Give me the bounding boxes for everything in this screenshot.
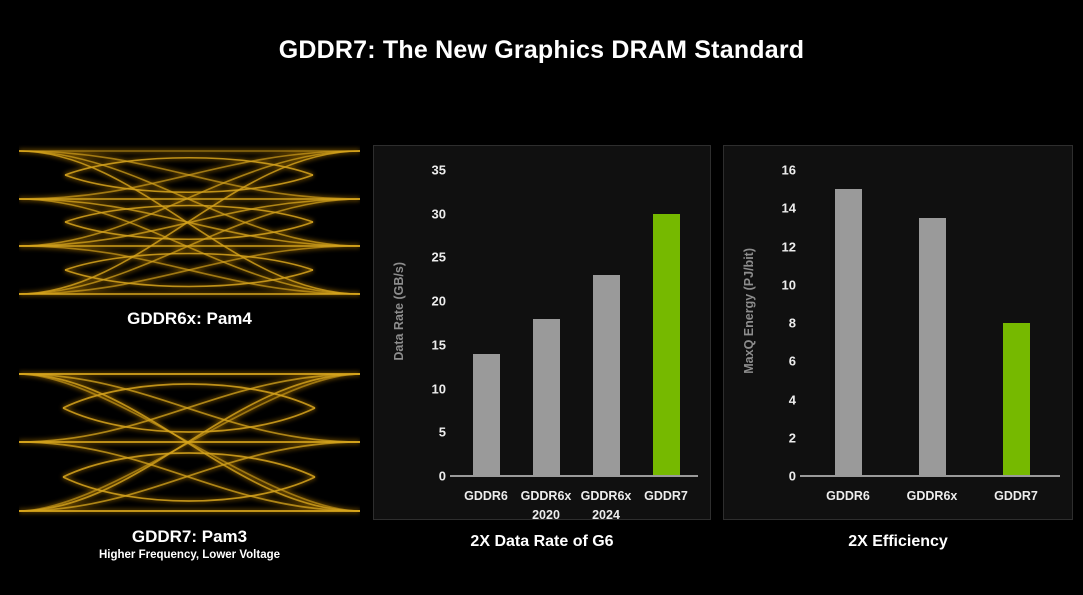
page-title: GDDR7: The New Graphics DRAM Standard [278, 36, 805, 64]
bar-slot [636, 170, 696, 476]
bar-slot [576, 170, 636, 476]
eye-caption-gddr7: GDDR7: Pam3 [131, 527, 248, 546]
eye-caption-gddr6x: GDDR6x: Pam4 [127, 309, 252, 328]
bar-slot [890, 170, 974, 476]
pam4-eye-diagram-image [19, 145, 360, 300]
x-category-label: GDDR6 [826, 489, 870, 503]
x-category-label: GDDR6x 2020 [520, 489, 572, 522]
eye-diagram-panel-gddr6x: GDDR6x: Pam4 [19, 145, 360, 329]
x-category-label: GDDR6 [464, 489, 508, 503]
x-axis-line [450, 475, 698, 477]
y-tick-label: 0 [788, 468, 796, 484]
x-axis-labels: GDDR6 GDDR6x GDDR7 [806, 479, 1058, 517]
data-rate-chart-caption: 2X Data Rate of G6 [470, 533, 614, 550]
y-axis-ticks: 0 2 4 6 8 10 12 14 16 [762, 163, 796, 484]
y-tick-label: 12 [781, 239, 796, 254]
x-category-label: GDDR7 [644, 489, 688, 503]
bar-group [456, 170, 696, 476]
y-tick-label: 0 [438, 468, 446, 484]
bar-gddr7 [652, 213, 680, 476]
bar-slot [456, 170, 516, 476]
y-tick-label: 8 [788, 315, 796, 331]
eye-subcaption-gddr7: Higher Frequency, Lower Voltage [98, 549, 281, 561]
y-tick-label: 10 [431, 381, 446, 397]
bar-group [806, 170, 1058, 476]
x-category-label: GDDR7 [994, 489, 1038, 503]
bar-gddr7 [1002, 323, 1030, 476]
efficiency-chart-caption: 2X Efficiency [848, 533, 948, 550]
efficiency-chart-panel: MaxQ Energy (PJ/bit) 0 2 4 6 8 10 12 14 16 GDDR6… [723, 145, 1073, 520]
plot-area [450, 170, 698, 477]
bar-slot [974, 170, 1058, 476]
efficiency-chart: MaxQ Energy (PJ/bit) 0 2 4 6 8 10 12 14 16 GDDR6… [723, 145, 1073, 551]
y-axis-ticks: 0 5 10 15 20 25 30 35 [412, 163, 446, 484]
eye-diagram-panel-gddr7: GDDR7: Pam3 Higher Frequency, Lower Volt… [19, 368, 360, 561]
y-tick-label: 20 [431, 293, 446, 309]
x-category-label: GDDR6x 2024 [580, 489, 632, 522]
x-category-label: GDDR6x [906, 489, 958, 503]
y-tick-label: 5 [438, 424, 446, 440]
y-tick-label: 16 [781, 162, 796, 178]
data-rate-chart: Data Rate (GB/s) 0 5 10 15 20 25 30 35 GDDR6 GDD… [373, 145, 711, 551]
y-tick-label: 25 [431, 249, 446, 265]
bar-gddr6 [834, 189, 862, 476]
plot-area [800, 170, 1060, 477]
y-axis-title: Data Rate (GB/s) [392, 261, 406, 361]
bar-gddr6x-2020 [532, 318, 560, 476]
bar-slot [806, 170, 890, 476]
pam3-eye-diagram-image [19, 368, 360, 518]
bar-slot [516, 170, 576, 476]
bar-gddr6x [918, 217, 946, 476]
y-tick-label: 4 [788, 392, 796, 407]
y-tick-label: 30 [431, 206, 446, 222]
x-axis-line [800, 475, 1060, 477]
data-rate-chart-panel: Data Rate (GB/s) 0 5 10 15 20 25 30 35 GDDR6 GDD… [373, 145, 711, 522]
y-tick-label: 14 [781, 200, 796, 216]
y-tick-label: 35 [431, 162, 446, 178]
y-tick-label: 15 [431, 337, 446, 353]
x-axis-labels: GDDR6 GDDR6x 2020 GDDR6x 2024 GDDR7 [456, 479, 696, 522]
y-axis-title: MaxQ Energy (PJ/bit) [742, 248, 756, 374]
bar-gddr6 [472, 353, 500, 476]
y-tick-label: 6 [788, 353, 796, 369]
bar-gddr6x-2024 [592, 274, 620, 476]
y-tick-label: 2 [788, 430, 796, 446]
y-tick-label: 10 [781, 277, 796, 293]
